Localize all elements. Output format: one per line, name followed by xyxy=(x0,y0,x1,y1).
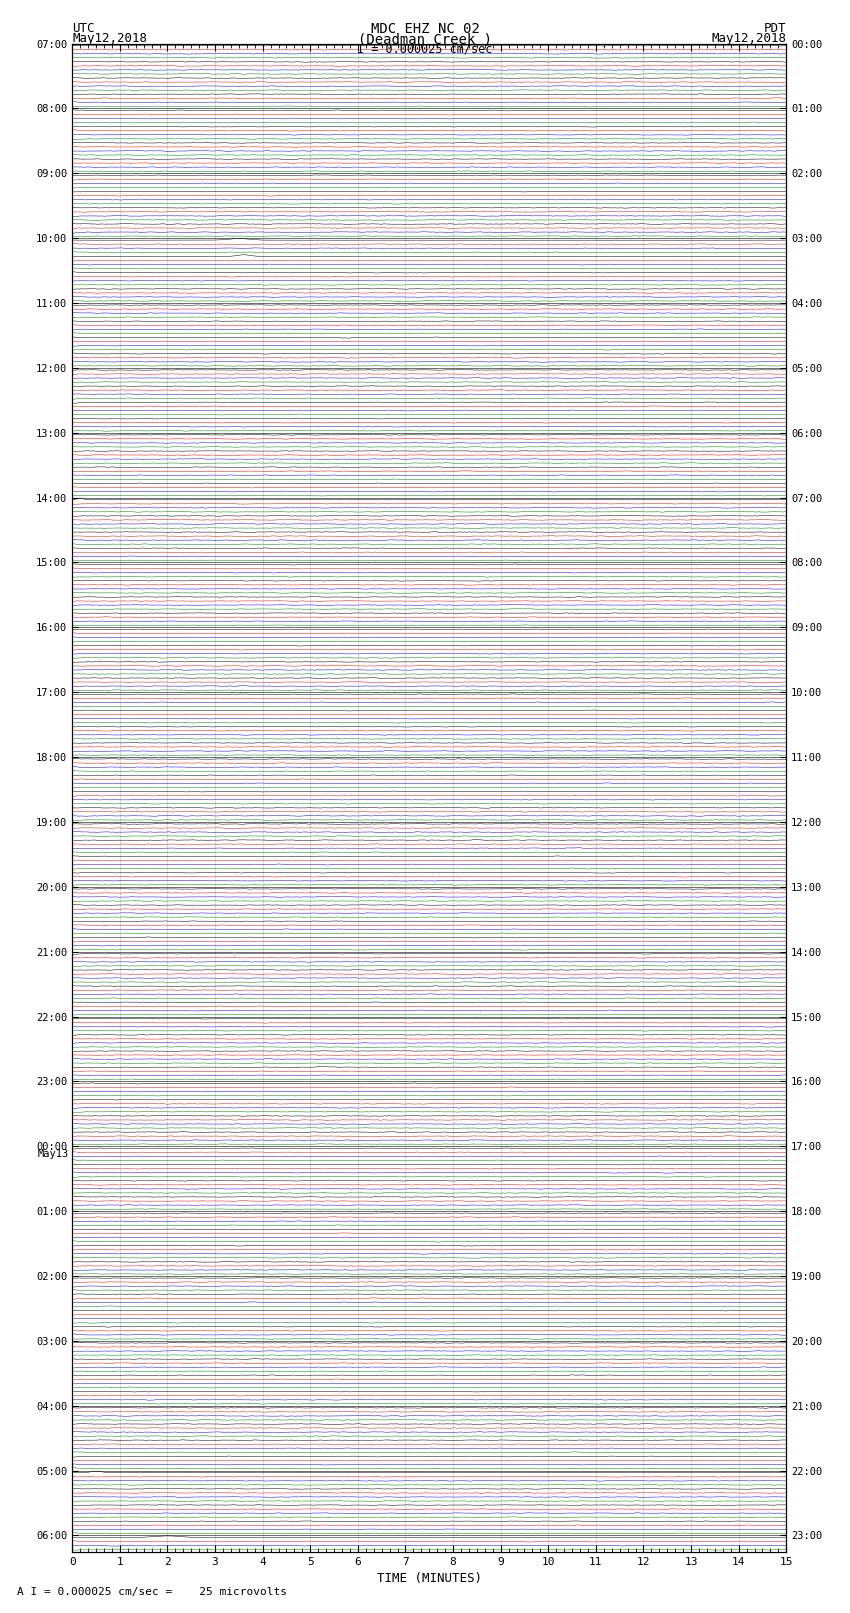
Text: (Deadman Creek ): (Deadman Creek ) xyxy=(358,32,492,47)
Text: May12,2018: May12,2018 xyxy=(72,32,147,45)
Text: PDT: PDT xyxy=(764,23,786,35)
Text: A I = 0.000025 cm/sec =    25 microvolts: A I = 0.000025 cm/sec = 25 microvolts xyxy=(17,1587,287,1597)
X-axis label: TIME (MINUTES): TIME (MINUTES) xyxy=(377,1573,482,1586)
Text: May13: May13 xyxy=(37,1150,69,1160)
Text: May12,2018: May12,2018 xyxy=(711,32,786,45)
Text: UTC: UTC xyxy=(72,23,94,35)
Text: I = 0.000025 cm/sec: I = 0.000025 cm/sec xyxy=(357,44,493,56)
Text: MDC EHZ NC 02: MDC EHZ NC 02 xyxy=(371,23,479,35)
